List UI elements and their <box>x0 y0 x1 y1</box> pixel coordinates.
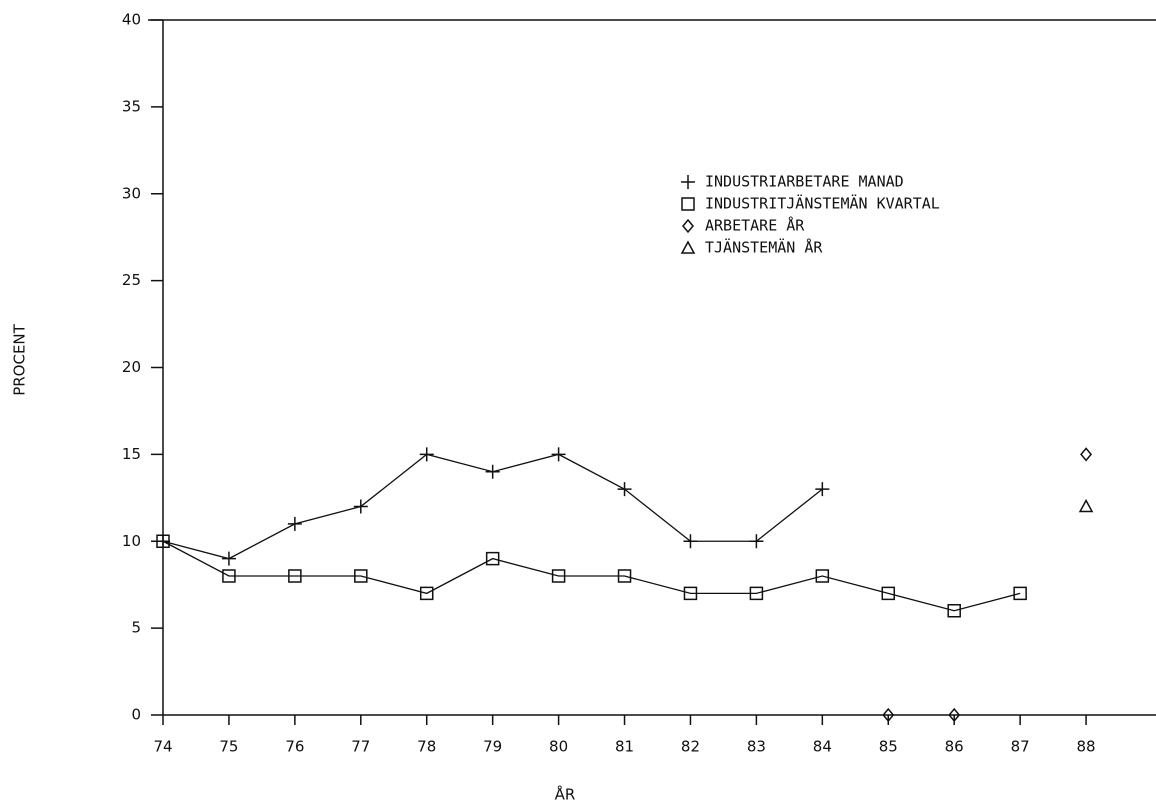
marker-square <box>1013 586 1027 601</box>
x-tick-label: 80 <box>549 738 568 756</box>
x-tick-label: 82 <box>681 738 700 756</box>
marker-square <box>222 569 236 583</box>
legend-label: INDUSTRITJÄNSTEMÄN KVARTAL <box>705 194 940 213</box>
marker-plus <box>353 499 368 514</box>
marker-square <box>617 569 632 583</box>
x-tick-label: 78 <box>417 738 436 756</box>
marker-square <box>683 586 698 601</box>
y-tick-label: 25 <box>122 271 141 289</box>
marker-square <box>419 586 434 601</box>
marker-plus <box>551 447 566 462</box>
marker-square <box>815 569 830 583</box>
y-tick-label: 30 <box>122 184 141 202</box>
marker-square <box>288 569 302 583</box>
marker-triangle <box>1078 498 1094 513</box>
y-tick-label: 0 <box>131 706 141 724</box>
x-tick-label: 74 <box>153 738 172 756</box>
marker-plus <box>815 482 830 497</box>
x-tick-label: 87 <box>1011 738 1030 756</box>
x-tick-label: 86 <box>945 738 964 756</box>
marker-plus <box>617 482 632 497</box>
legend-label: INDUSTRIARBETARE MANAD <box>705 173 904 191</box>
marker-square <box>156 534 170 548</box>
y-axis-label: PROCENT <box>11 323 29 395</box>
y-tick-label: 10 <box>122 532 141 550</box>
x-axis-label: ÅR <box>555 785 576 804</box>
marker-square <box>681 197 695 211</box>
x-tick-label: 85 <box>879 738 898 756</box>
marker-diamond <box>682 218 694 234</box>
marker-plus <box>749 534 764 549</box>
y-tick-label: 15 <box>122 445 141 463</box>
legend: INDUSTRIARBETARE MANAD INDUSTRITJÄNSTEMÄN… <box>680 173 940 257</box>
marker-plus <box>681 175 695 189</box>
x-tick-label: 79 <box>483 738 502 756</box>
x-tick-label: 76 <box>285 738 304 756</box>
x-tick-label: 83 <box>747 738 766 756</box>
marker-plus <box>419 447 434 462</box>
x-tick-label: 84 <box>813 738 832 756</box>
marker-triangle <box>680 240 696 254</box>
x-tick-label: 75 <box>219 738 238 756</box>
legend-label: TJÄNSTEMÄN ÅR <box>705 238 823 257</box>
marker-square <box>354 569 368 583</box>
marker-square <box>881 586 896 601</box>
marker-square <box>947 604 961 618</box>
marker-plus <box>485 464 500 479</box>
marker-square <box>485 551 500 566</box>
x-tick-label: 77 <box>351 738 370 756</box>
legend-label: ARBETARE ÅR <box>705 216 805 235</box>
y-tick-label: 40 <box>122 11 141 29</box>
x-tick-label: 81 <box>615 738 634 756</box>
x-tick-label: 88 <box>1077 738 1096 756</box>
marker-square <box>749 586 764 601</box>
series-line <box>162 540 1021 612</box>
marker-diamond <box>1080 447 1093 462</box>
marker-diamond <box>948 707 961 723</box>
marker-plus <box>287 516 302 531</box>
marker-plus <box>683 534 698 549</box>
y-tick-label: 35 <box>122 97 141 115</box>
y-tick-label: 20 <box>122 358 141 376</box>
y-tick-label: 5 <box>131 619 141 637</box>
marker-plus <box>221 551 236 566</box>
marker-diamond <box>882 707 895 723</box>
marker-square <box>551 569 566 583</box>
